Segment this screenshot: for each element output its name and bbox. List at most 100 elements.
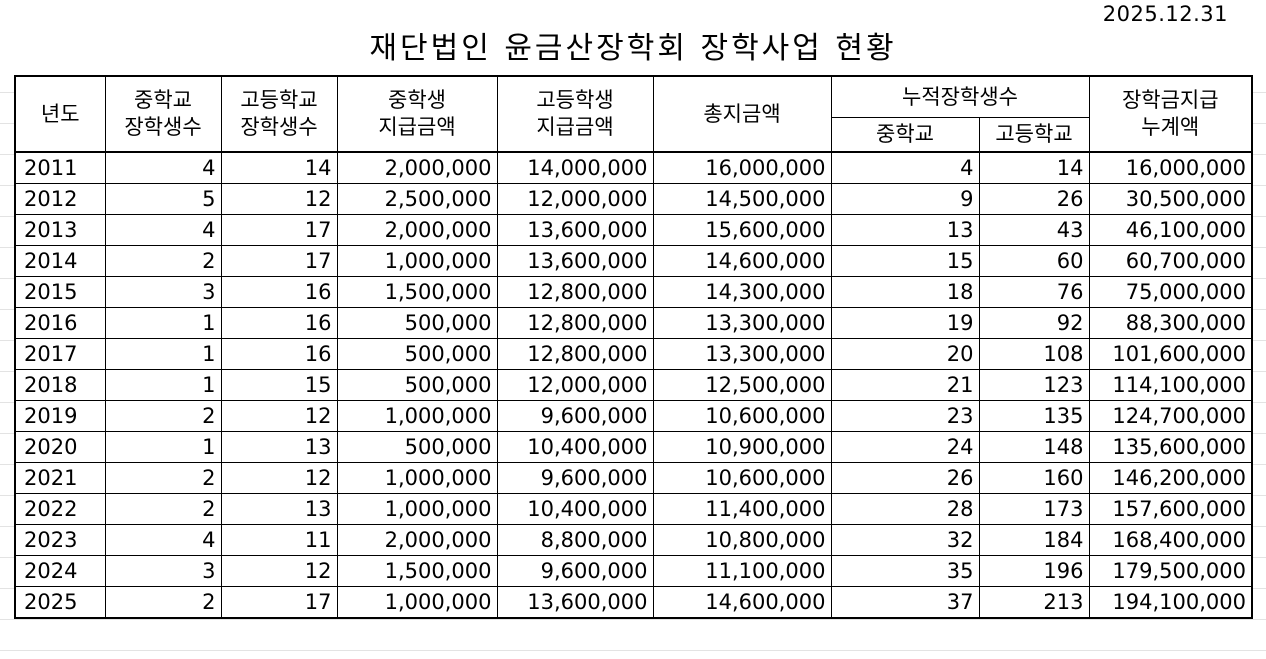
cell-ms-amount[interactable]: 1,500,000 — [336, 555, 498, 587]
cell-hs-students[interactable]: 14 — [220, 151, 338, 184]
cell-cum-ms[interactable]: 13 — [830, 214, 980, 246]
cell-cum-amount[interactable]: 124,700,000 — [1088, 400, 1253, 432]
cell-cum-amount[interactable]: 146,200,000 — [1088, 462, 1253, 494]
cell-ms-students[interactable]: 4 — [104, 214, 222, 246]
cell-year[interactable]: 2011 — [14, 151, 106, 184]
cell-year[interactable]: 2025 — [14, 586, 106, 619]
cell-hs-students[interactable]: 12 — [220, 400, 338, 432]
cell-cum-hs[interactable]: 184 — [978, 524, 1090, 556]
header-hs-amount[interactable]: 고등학생 지급금액 — [496, 75, 654, 153]
cell-ms-amount[interactable]: 2,000,000 — [336, 214, 498, 246]
cell-cum-amount[interactable]: 75,000,000 — [1088, 276, 1253, 308]
cell-year[interactable]: 2014 — [14, 245, 106, 277]
cell-total[interactable]: 13,300,000 — [652, 307, 832, 339]
cell-year[interactable]: 2022 — [14, 493, 106, 525]
header-year[interactable]: 년도 — [14, 75, 106, 153]
cell-hs-students[interactable]: 13 — [220, 431, 338, 463]
cell-hs-amount[interactable]: 13,600,000 — [496, 214, 654, 246]
cell-ms-students[interactable]: 1 — [104, 338, 222, 370]
cell-cum-hs[interactable]: 148 — [978, 431, 1090, 463]
cell-cum-hs[interactable]: 76 — [978, 276, 1090, 308]
cell-hs-amount[interactable]: 12,800,000 — [496, 276, 654, 308]
cell-hs-students[interactable]: 17 — [220, 586, 338, 619]
cell-hs-students[interactable]: 12 — [220, 183, 338, 215]
cell-cum-hs[interactable]: 60 — [978, 245, 1090, 277]
cell-year[interactable]: 2021 — [14, 462, 106, 494]
cell-cum-hs[interactable]: 43 — [978, 214, 1090, 246]
cell-cum-amount[interactable]: 135,600,000 — [1088, 431, 1253, 463]
cell-cum-amount[interactable]: 16,000,000 — [1088, 151, 1253, 184]
cell-cum-hs[interactable]: 26 — [978, 183, 1090, 215]
cell-ms-students[interactable]: 2 — [104, 245, 222, 277]
cell-ms-amount[interactable]: 1,000,000 — [336, 462, 498, 494]
cell-cum-ms[interactable]: 15 — [830, 245, 980, 277]
header-cum-hs[interactable]: 고등학교 — [978, 117, 1090, 153]
cell-hs-amount[interactable]: 9,600,000 — [496, 400, 654, 432]
cell-year[interactable]: 2012 — [14, 183, 106, 215]
cell-total[interactable]: 16,000,000 — [652, 151, 832, 184]
cell-cum-ms[interactable]: 23 — [830, 400, 980, 432]
cell-cum-hs[interactable]: 160 — [978, 462, 1090, 494]
cell-cum-amount[interactable]: 157,600,000 — [1088, 493, 1253, 525]
header-cum-amount[interactable]: 장학금지급 누계액 — [1088, 75, 1253, 153]
cell-cum-hs[interactable]: 196 — [978, 555, 1090, 587]
cell-cum-hs[interactable]: 14 — [978, 151, 1090, 184]
header-cum-ms[interactable]: 중학교 — [830, 117, 980, 153]
cell-ms-amount[interactable]: 500,000 — [336, 338, 498, 370]
header-hs-students[interactable]: 고등학교 장학생수 — [220, 75, 338, 153]
cell-total[interactable]: 13,300,000 — [652, 338, 832, 370]
cell-total[interactable]: 10,900,000 — [652, 431, 832, 463]
cell-hs-students[interactable]: 17 — [220, 214, 338, 246]
cell-cum-hs[interactable]: 173 — [978, 493, 1090, 525]
cell-cum-ms[interactable]: 24 — [830, 431, 980, 463]
cell-hs-amount[interactable]: 9,600,000 — [496, 462, 654, 494]
cell-cum-amount[interactable]: 60,700,000 — [1088, 245, 1253, 277]
cell-hs-amount[interactable]: 14,000,000 — [496, 151, 654, 184]
cell-hs-amount[interactable]: 10,400,000 — [496, 493, 654, 525]
cell-cum-hs[interactable]: 123 — [978, 369, 1090, 401]
cell-cum-amount[interactable]: 194,100,000 — [1088, 586, 1253, 619]
cell-cum-ms[interactable]: 4 — [830, 151, 980, 184]
cell-ms-students[interactable]: 3 — [104, 555, 222, 587]
cell-total[interactable]: 14,600,000 — [652, 245, 832, 277]
cell-cum-hs[interactable]: 108 — [978, 338, 1090, 370]
cell-total[interactable]: 11,400,000 — [652, 493, 832, 525]
cell-year[interactable]: 2018 — [14, 369, 106, 401]
cell-ms-amount[interactable]: 1,000,000 — [336, 586, 498, 619]
cell-year[interactable]: 2016 — [14, 307, 106, 339]
cell-ms-amount[interactable]: 1,000,000 — [336, 400, 498, 432]
cell-ms-amount[interactable]: 500,000 — [336, 307, 498, 339]
cell-hs-students[interactable]: 12 — [220, 555, 338, 587]
cell-cum-amount[interactable]: 179,500,000 — [1088, 555, 1253, 587]
cell-ms-amount[interactable]: 500,000 — [336, 431, 498, 463]
cell-hs-amount[interactable]: 12,000,000 — [496, 183, 654, 215]
cell-total[interactable]: 10,600,000 — [652, 462, 832, 494]
cell-hs-amount[interactable]: 12,800,000 — [496, 338, 654, 370]
cell-ms-students[interactable]: 1 — [104, 431, 222, 463]
cell-hs-amount[interactable]: 9,600,000 — [496, 555, 654, 587]
cell-hs-amount[interactable]: 12,000,000 — [496, 369, 654, 401]
cell-year[interactable]: 2015 — [14, 276, 106, 308]
cell-hs-students[interactable]: 16 — [220, 307, 338, 339]
cell-cum-ms[interactable]: 35 — [830, 555, 980, 587]
cell-cum-ms[interactable]: 18 — [830, 276, 980, 308]
cell-hs-students[interactable]: 17 — [220, 245, 338, 277]
cell-ms-amount[interactable]: 1,000,000 — [336, 245, 498, 277]
header-ms-amount[interactable]: 중학생 지급금액 — [336, 75, 498, 153]
cell-hs-students[interactable]: 12 — [220, 462, 338, 494]
cell-hs-amount[interactable]: 13,600,000 — [496, 245, 654, 277]
cell-hs-students[interactable]: 16 — [220, 276, 338, 308]
cell-ms-students[interactable]: 2 — [104, 462, 222, 494]
cell-hs-students[interactable]: 11 — [220, 524, 338, 556]
cell-ms-students[interactable]: 4 — [104, 524, 222, 556]
cell-hs-amount[interactable]: 8,800,000 — [496, 524, 654, 556]
cell-hs-students[interactable]: 13 — [220, 493, 338, 525]
cell-hs-amount[interactable]: 13,600,000 — [496, 586, 654, 619]
cell-cum-ms[interactable]: 19 — [830, 307, 980, 339]
cell-cum-ms[interactable]: 21 — [830, 369, 980, 401]
cell-cum-ms[interactable]: 32 — [830, 524, 980, 556]
cell-ms-students[interactable]: 4 — [104, 151, 222, 184]
cell-ms-amount[interactable]: 1,500,000 — [336, 276, 498, 308]
cell-total[interactable]: 10,800,000 — [652, 524, 832, 556]
cell-cum-ms[interactable]: 28 — [830, 493, 980, 525]
